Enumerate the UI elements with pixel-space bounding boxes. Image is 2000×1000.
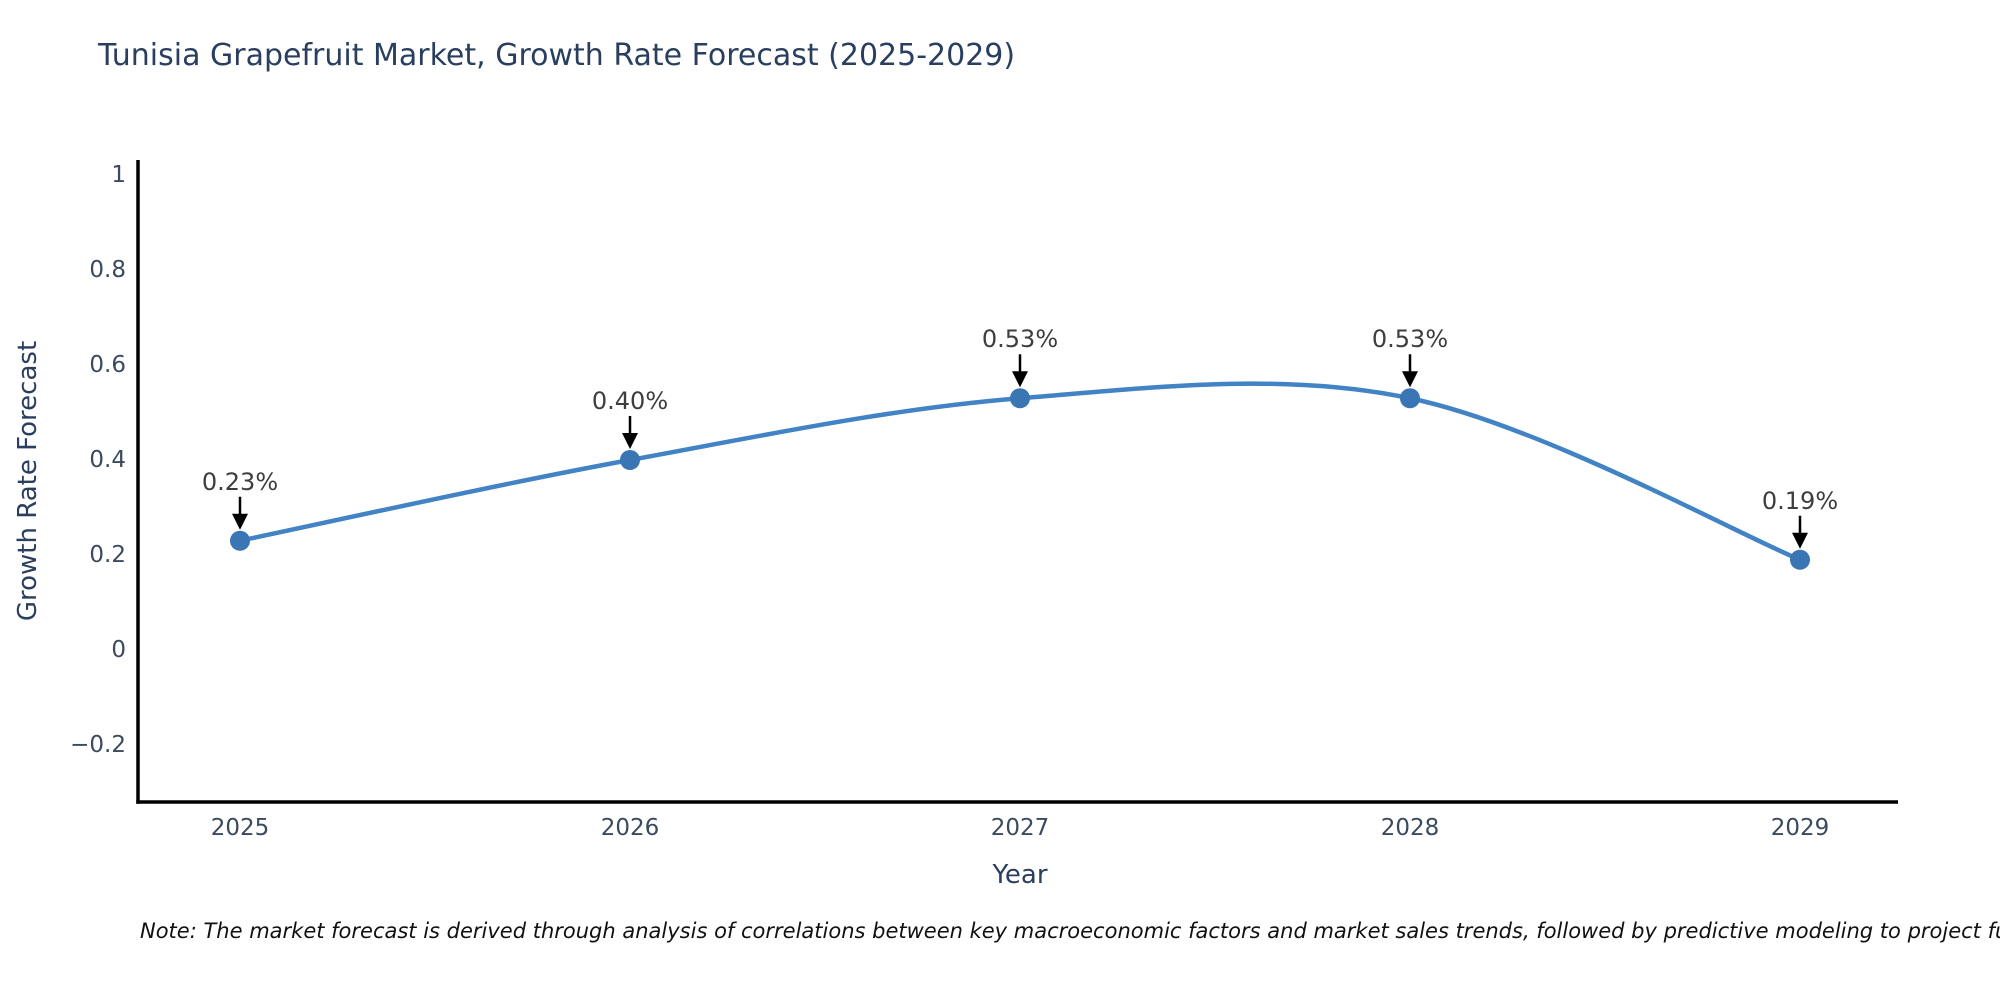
data-point-marker [1400,388,1420,409]
y-tick-label: 1 [111,162,126,188]
trend-line [237,381,1803,562]
y-tick-label: 0.6 [89,352,126,378]
data-point-marker [1010,388,1030,409]
x-tick-label: 2027 [990,815,1050,841]
x-tick-label: 2029 [1770,815,1830,841]
annotation-arrowhead [1012,371,1028,388]
annotation-arrowhead [622,433,638,449]
data-point-marker [620,450,640,470]
point-annotation: 0.19% [1761,486,1839,515]
x-axis-title: Year [992,860,1048,890]
point-annotation: 0.23% [201,467,279,496]
chart-title: Tunisia Grapefruit Market, Growth Rate F… [98,38,1016,73]
point-annotation: 0.53% [981,325,1059,354]
y-tick-label: 0.4 [89,447,126,473]
y-tick-label: −0.2 [70,732,126,758]
x-tick-label: 2028 [1380,815,1440,841]
y-tick-label: 0.8 [89,257,126,283]
y-tick-label: 0.2 [89,542,126,568]
y-axis-title: Growth Rate Forecast [13,340,43,622]
footnote: Note: The market forecast is derived thr… [140,919,2000,943]
annotation-arrowhead [1792,532,1808,549]
data-point-marker [1790,549,1810,570]
point-annotation: 0.53% [1371,325,1449,354]
x-tick-label: 2026 [600,815,660,841]
y-tick-label: 0 [111,637,126,663]
annotation-arrowhead [1402,371,1418,388]
x-tick-label: 2025 [210,815,270,841]
point-annotation: 0.40% [591,387,669,415]
data-point-marker [230,530,250,551]
annotation-arrowhead [232,513,248,530]
